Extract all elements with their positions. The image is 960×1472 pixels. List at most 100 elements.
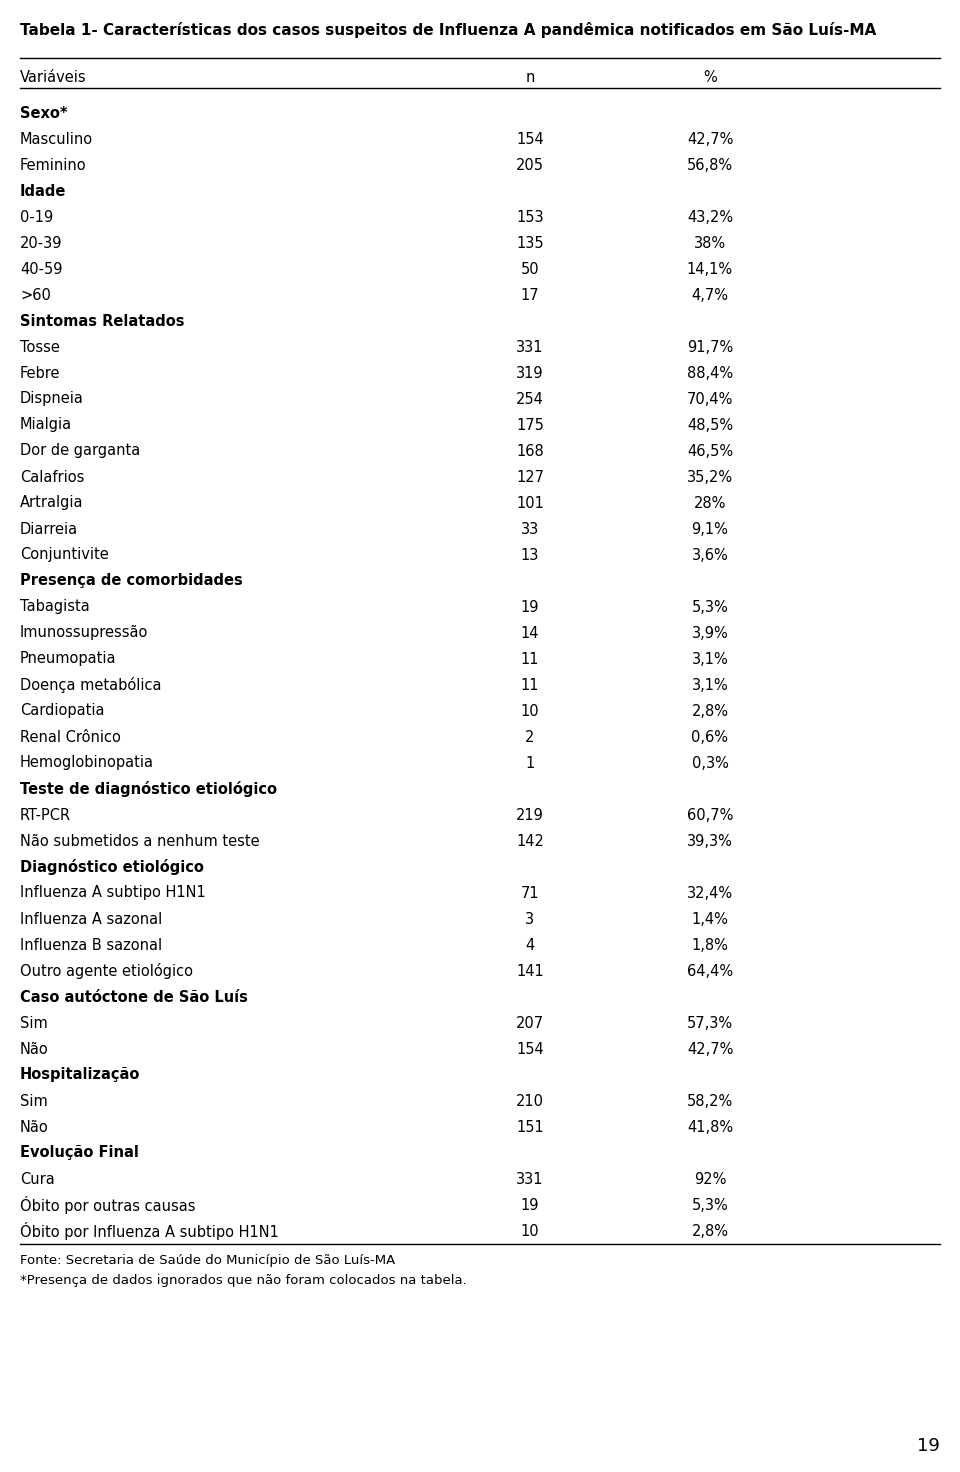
Text: Sim: Sim <box>20 1094 48 1108</box>
Text: Sim: Sim <box>20 1016 48 1030</box>
Text: Conjuntivite: Conjuntivite <box>20 548 108 562</box>
Text: 50: 50 <box>520 262 540 277</box>
Text: 19: 19 <box>917 1437 940 1454</box>
Text: Evolução Final: Evolução Final <box>20 1145 139 1160</box>
Text: 2: 2 <box>525 730 535 745</box>
Text: 14: 14 <box>520 626 540 640</box>
Text: 175: 175 <box>516 418 544 433</box>
Text: Óbito por outras causas: Óbito por outras causas <box>20 1195 196 1214</box>
Text: Mialgia: Mialgia <box>20 418 72 433</box>
Text: Hospitalização: Hospitalização <box>20 1067 140 1082</box>
Text: Sexo*: Sexo* <box>20 106 67 121</box>
Text: 39,3%: 39,3% <box>687 833 732 848</box>
Text: 11: 11 <box>520 652 540 667</box>
Text: Presença de comorbidades: Presença de comorbidades <box>20 574 243 589</box>
Text: 151: 151 <box>516 1120 544 1135</box>
Text: 1: 1 <box>525 755 535 770</box>
Text: 42,7%: 42,7% <box>686 131 733 147</box>
Text: 207: 207 <box>516 1016 544 1030</box>
Text: Imunossupressão: Imunossupressão <box>20 626 149 640</box>
Text: 40-59: 40-59 <box>20 262 62 277</box>
Text: 3: 3 <box>525 911 535 926</box>
Text: 0-19: 0-19 <box>20 209 53 225</box>
Text: 70,4%: 70,4% <box>686 392 733 406</box>
Text: 3,1%: 3,1% <box>691 652 729 667</box>
Text: Influenza B sazonal: Influenza B sazonal <box>20 938 162 952</box>
Text: Teste de diagnóstico etiológico: Teste de diagnóstico etiológico <box>20 782 277 796</box>
Text: 319: 319 <box>516 365 543 380</box>
Text: 210: 210 <box>516 1094 544 1108</box>
Text: 331: 331 <box>516 1172 543 1186</box>
Text: Não: Não <box>20 1120 49 1135</box>
Text: Doença metabólica: Doença metabólica <box>20 677 161 693</box>
Text: 91,7%: 91,7% <box>686 340 733 355</box>
Text: 205: 205 <box>516 158 544 172</box>
Text: Tosse: Tosse <box>20 340 60 355</box>
Text: 141: 141 <box>516 964 544 979</box>
Text: Febre: Febre <box>20 365 60 380</box>
Text: 142: 142 <box>516 833 544 848</box>
Text: 38%: 38% <box>694 236 726 250</box>
Text: 88,4%: 88,4% <box>687 365 733 380</box>
Text: 32,4%: 32,4% <box>687 886 733 901</box>
Text: 101: 101 <box>516 496 544 511</box>
Text: 19: 19 <box>520 1198 540 1213</box>
Text: *Presença de dados ignorados que não foram colocados na tabela.: *Presença de dados ignorados que não for… <box>20 1273 467 1287</box>
Text: Não: Não <box>20 1042 49 1057</box>
Text: 11: 11 <box>520 677 540 692</box>
Text: 42,7%: 42,7% <box>686 1042 733 1057</box>
Text: 20-39: 20-39 <box>20 236 62 250</box>
Text: 33: 33 <box>521 521 540 536</box>
Text: Feminino: Feminino <box>20 158 86 172</box>
Text: 0,3%: 0,3% <box>691 755 729 770</box>
Text: 57,3%: 57,3% <box>687 1016 733 1030</box>
Text: %: % <box>703 71 717 85</box>
Text: 71: 71 <box>520 886 540 901</box>
Text: Influenza A subtipo H1N1: Influenza A subtipo H1N1 <box>20 886 205 901</box>
Text: Dispneia: Dispneia <box>20 392 84 406</box>
Text: 153: 153 <box>516 209 543 225</box>
Text: Masculino: Masculino <box>20 131 93 147</box>
Text: Artralgia: Artralgia <box>20 496 84 511</box>
Text: 43,2%: 43,2% <box>687 209 733 225</box>
Text: 17: 17 <box>520 287 540 303</box>
Text: 60,7%: 60,7% <box>686 808 733 823</box>
Text: 13: 13 <box>521 548 540 562</box>
Text: 10: 10 <box>520 1223 540 1238</box>
Text: 1,4%: 1,4% <box>691 911 729 926</box>
Text: 46,5%: 46,5% <box>687 443 733 458</box>
Text: 1,8%: 1,8% <box>691 938 729 952</box>
Text: 135: 135 <box>516 236 543 250</box>
Text: 168: 168 <box>516 443 544 458</box>
Text: RT-PCR: RT-PCR <box>20 808 71 823</box>
Text: 4: 4 <box>525 938 535 952</box>
Text: Cura: Cura <box>20 1172 55 1186</box>
Text: 92%: 92% <box>694 1172 726 1186</box>
Text: Pneumopatia: Pneumopatia <box>20 652 116 667</box>
Text: 0,6%: 0,6% <box>691 730 729 745</box>
Text: 35,2%: 35,2% <box>687 470 733 484</box>
Text: 154: 154 <box>516 131 544 147</box>
Text: Não submetidos a nenhum teste: Não submetidos a nenhum teste <box>20 833 259 848</box>
Text: Diagnóstico etiológico: Diagnóstico etiológico <box>20 860 204 874</box>
Text: Caso autóctone de São Luís: Caso autóctone de São Luís <box>20 989 248 1004</box>
Text: 331: 331 <box>516 340 543 355</box>
Text: Variáveis: Variáveis <box>20 71 86 85</box>
Text: 9,1%: 9,1% <box>691 521 729 536</box>
Text: Óbito por Influenza A subtipo H1N1: Óbito por Influenza A subtipo H1N1 <box>20 1222 278 1239</box>
Text: 4,7%: 4,7% <box>691 287 729 303</box>
Text: Renal Crônico: Renal Crônico <box>20 730 121 745</box>
Text: 127: 127 <box>516 470 544 484</box>
Text: 219: 219 <box>516 808 544 823</box>
Text: 28%: 28% <box>694 496 726 511</box>
Text: 19: 19 <box>520 599 540 614</box>
Text: 154: 154 <box>516 1042 544 1057</box>
Text: Sintomas Relatados: Sintomas Relatados <box>20 314 184 328</box>
Text: 2,8%: 2,8% <box>691 1223 729 1238</box>
Text: Hemoglobinopatia: Hemoglobinopatia <box>20 755 154 770</box>
Text: Idade: Idade <box>20 184 66 199</box>
Text: 5,3%: 5,3% <box>691 1198 729 1213</box>
Text: 2,8%: 2,8% <box>691 704 729 718</box>
Text: Dor de garganta: Dor de garganta <box>20 443 140 458</box>
Text: n: n <box>525 71 535 85</box>
